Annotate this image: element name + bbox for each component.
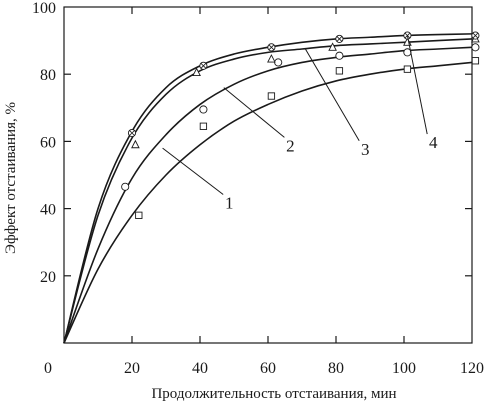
tick-labels: 0 20 40 60 80 100 120 20 40 60 80 100 (32, 0, 484, 377)
x-tick-label: 80 (328, 360, 344, 377)
marker-series-2 (121, 182, 130, 191)
leader-line-3 (304, 48, 360, 142)
marker-series-4 (199, 61, 208, 70)
x-tick-label: 40 (192, 360, 208, 377)
marker-cross (472, 32, 479, 39)
y-tick-label: 60 (40, 134, 56, 151)
marker-cross (268, 44, 275, 51)
marker-cross (336, 36, 343, 42)
marker-series-1 (471, 57, 480, 65)
marker-series-4 (127, 128, 137, 138)
marker-series-1 (135, 211, 143, 219)
x-tick-label: 0 (44, 360, 52, 377)
callouts: 1 2 3 4 (162, 35, 438, 213)
leader-line-2 (223, 87, 285, 138)
data-points (121, 31, 480, 219)
marker-series-4 (267, 43, 276, 52)
y-axis-title: Эффект отстаивания, % (3, 102, 19, 254)
marker-series-1 (199, 122, 208, 130)
marker-series-4 (335, 34, 344, 43)
marker-series-1 (267, 92, 276, 100)
marker-series-3 (267, 54, 276, 63)
marker-series-1 (403, 65, 412, 73)
plot-frame (63, 6, 473, 344)
marker-series-2 (199, 105, 208, 114)
marker-series-2 (335, 51, 344, 60)
y-tick-label: 20 (40, 269, 56, 286)
marker-series-3 (192, 67, 201, 76)
marker-series-2 (471, 43, 480, 52)
y-tick-label: 80 (40, 67, 56, 84)
y-tick-label: 100 (32, 0, 56, 17)
plot-area (63, 6, 473, 344)
x-tick-label: 60 (260, 360, 276, 377)
marker-series-3 (328, 42, 337, 51)
x-tick-label: 120 (460, 360, 484, 377)
marker-cross (200, 63, 207, 69)
curve-series-3 (63, 38, 473, 344)
y-tick-label: 40 (40, 202, 56, 219)
curve-label-1: 1 (225, 194, 234, 213)
leader-line-4 (406, 35, 428, 135)
x-tick-label: 100 (392, 360, 416, 377)
curve-series-2 (63, 46, 473, 344)
curve-label-2: 2 (286, 136, 295, 155)
curve-label-4: 4 (429, 133, 438, 152)
curve-label-3: 3 (361, 140, 370, 159)
x-axis-title: Продолжительность отстаивания, мин (151, 386, 396, 402)
curve-series-1 (63, 61, 473, 344)
marker-cross (129, 130, 135, 136)
marker-series-4 (471, 31, 480, 40)
marker-series-1 (335, 67, 344, 75)
x-tick-label: 20 (124, 360, 140, 377)
marker-series-3 (131, 139, 140, 149)
leader-line-1 (162, 147, 224, 195)
